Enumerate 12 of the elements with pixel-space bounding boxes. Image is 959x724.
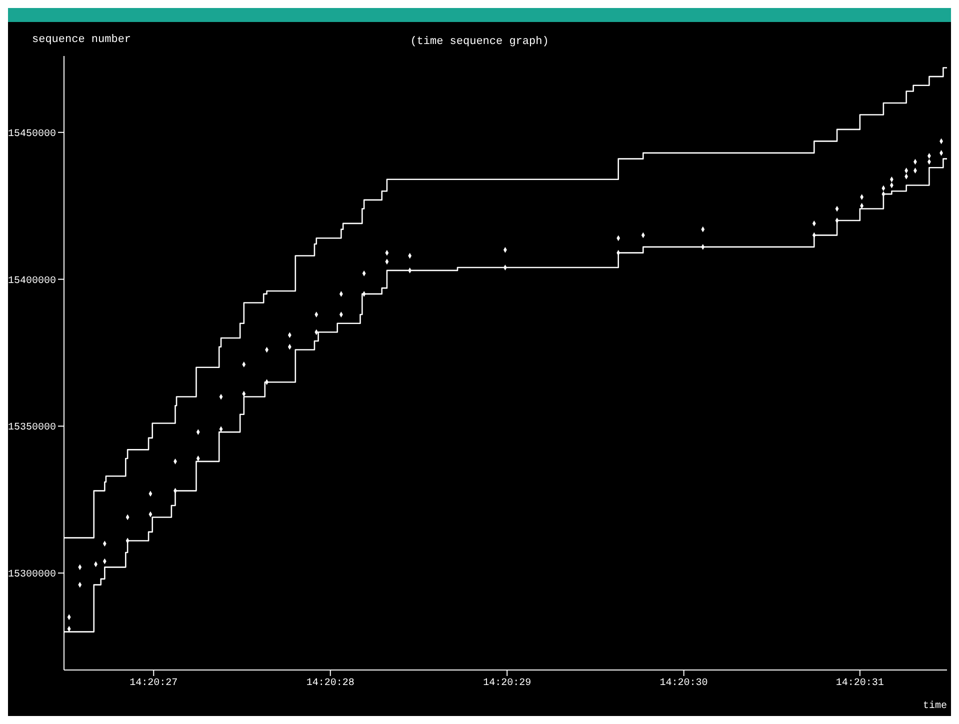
x-tick-label: 14:20:27 (130, 678, 178, 690)
y-tick-label: 15400000 (8, 276, 56, 287)
y-axis-title: sequence number (32, 34, 132, 46)
y-tick-label: 15350000 (8, 422, 56, 434)
x-tick-label: 14:20:31 (836, 678, 884, 690)
chart-title: (time sequence graph) (410, 36, 549, 48)
x-tick-label: 14:20:29 (483, 678, 532, 690)
x-tick-label: 14:20:30 (660, 678, 708, 690)
y-tick-label: 15300000 (8, 570, 56, 581)
x-axis-title: time (922, 701, 947, 712)
x-tick-label: 14:20:28 (306, 678, 354, 690)
y-tick-label: 15450000 (8, 128, 56, 140)
